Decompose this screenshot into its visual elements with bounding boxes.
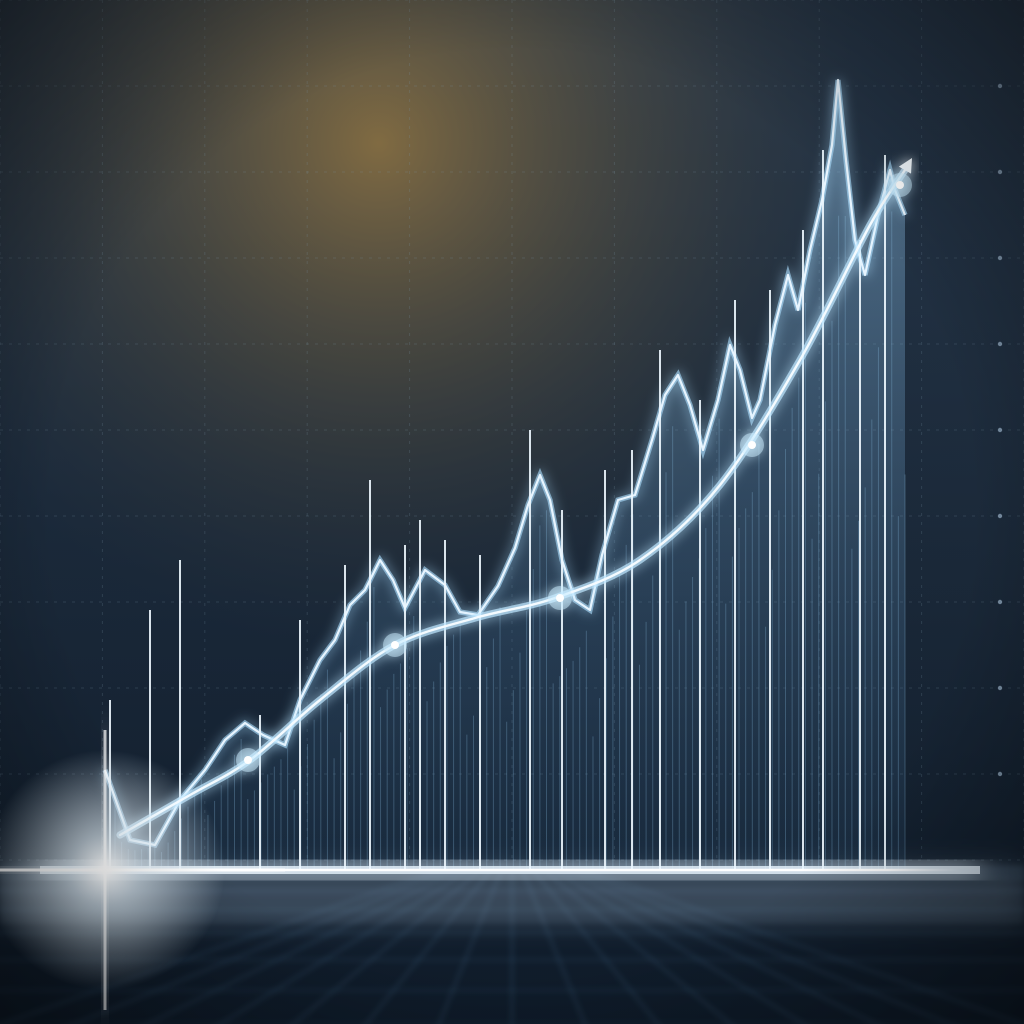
vignette bbox=[0, 0, 1024, 1024]
growth-chart bbox=[0, 0, 1024, 1024]
